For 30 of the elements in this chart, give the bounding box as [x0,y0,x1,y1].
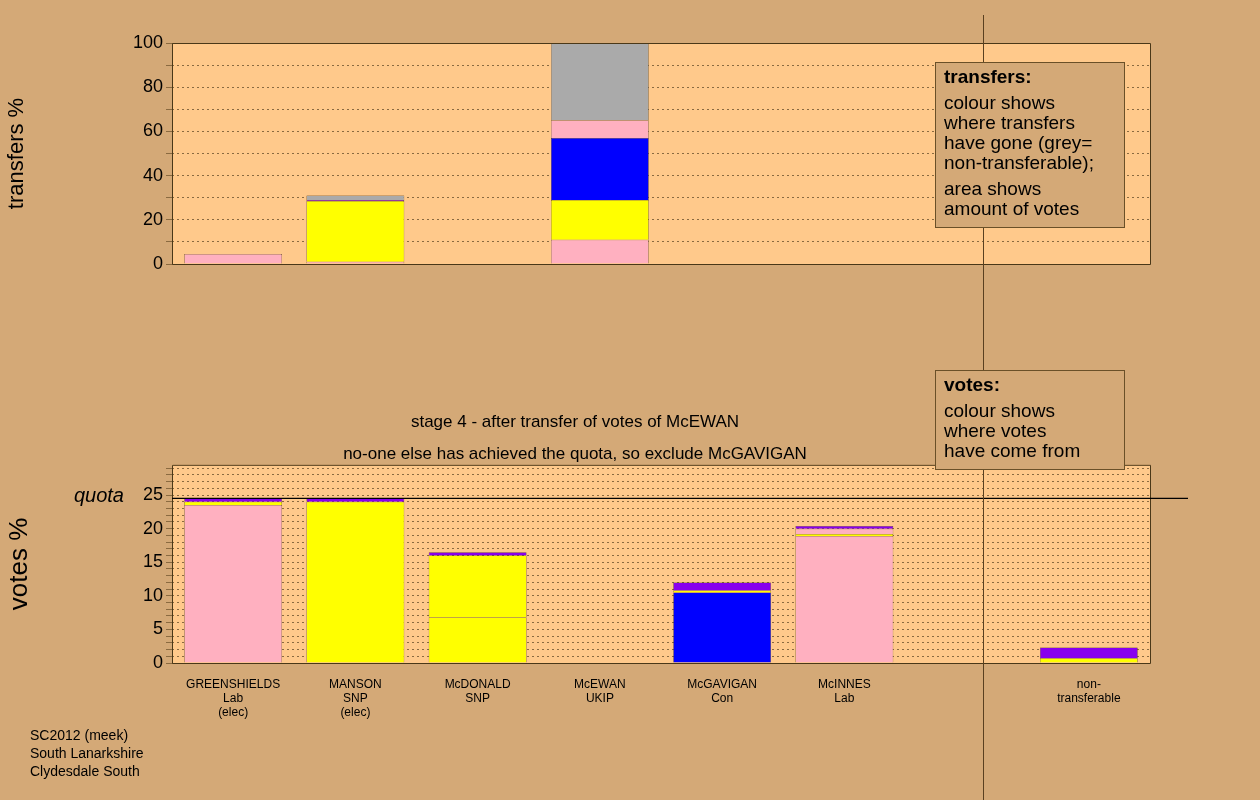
y-axis-title: votes % [2,517,33,611]
x-tick-label: McDONALD SNP [444,676,511,705]
ref-line-label: quota [73,483,124,506]
y-tick-label: 15 [142,551,163,572]
text: colour shows where votes have come from [944,400,1082,461]
y-tick-label: 0 [152,252,163,273]
text: votes: [944,374,1001,395]
text: SC2012 (meek) South Lanarkshire Clydesdale South [30,726,144,780]
y-tick-label: 60 [142,120,163,141]
chart-subtitle: no-one else has achieved the quota, so exclude McGAVIGAN [343,444,807,464]
x-tick-label: McEWAN UKIP [574,676,626,705]
y-tick-label: 10 [142,584,163,605]
x-tick-label: MANSON SNP (elec) [329,676,382,720]
chart-title: stage 4 - after transfer of votes of McEWAN [410,411,740,431]
annotation: transfers: [944,66,1033,87]
y-tick-label: 20 [142,517,163,538]
y-tick-label: 100 [132,31,163,52]
y-tick-label: 25 [142,484,163,504]
y-tick-label: 5 [152,618,163,639]
y-axis-title: transfers % [3,97,29,210]
annotation: colour shows where transfers have gone (grey= non-transferable); [944,92,1095,173]
x-tick-label: McGAVIGAN Con [687,676,758,705]
y-tick-label: 40 [142,164,163,185]
x-tick-label: GREENSHIELDS Lab (elec) [186,676,281,720]
annotation: area shows amount of votes [944,178,1081,219]
y-tick-label: 20 [142,208,163,229]
x-tick-label: McINNES Lab [818,676,871,705]
x-tick-label: non- transferable [1057,676,1121,705]
y-tick-label: 80 [142,76,163,97]
y-tick-label: 0 [152,651,163,672]
